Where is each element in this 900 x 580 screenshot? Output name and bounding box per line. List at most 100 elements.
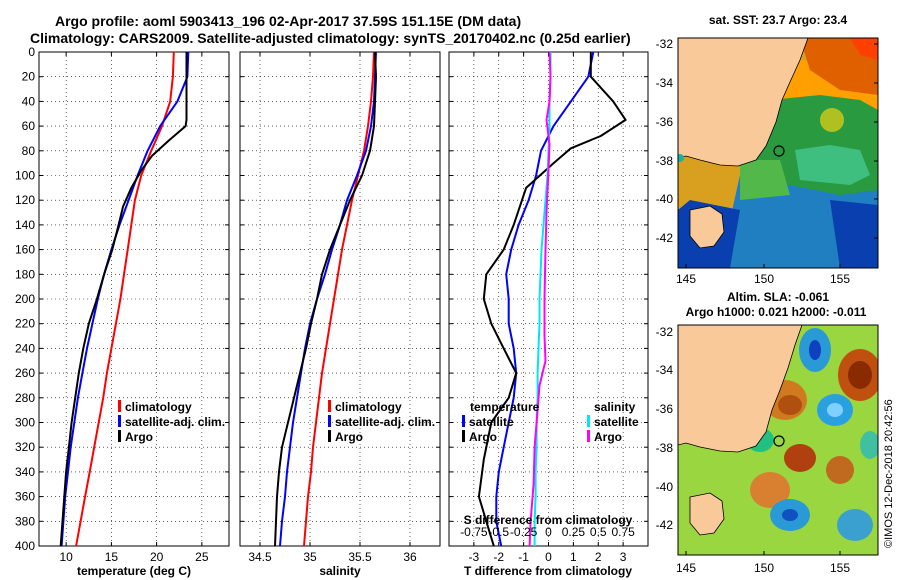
s-tick-label: 0 (545, 525, 552, 539)
depth-tick-label: 100 (15, 169, 35, 183)
depth-tick-label: 160 (15, 243, 35, 257)
series-line-argo (274, 52, 377, 546)
sla-lat-label: -42 (656, 518, 674, 532)
argo-location-marker (773, 435, 785, 447)
x-tick-label: 36 (403, 550, 417, 564)
x-tick-labels: 10 15 20 25 34.5 35 35.5 36 -3 -2 -1 0 1 2 3 -0.75 -0.5-… (59, 525, 635, 564)
difference-legend-salinity: salinity satellite Argo (587, 400, 639, 444)
x-tick-label: 20 (150, 550, 164, 564)
sla-lon-label: 145 (676, 561, 696, 575)
salinity-axis-label: salinity (319, 564, 361, 578)
salinity-legend: climatology satellite-adj. clim. Argo (328, 400, 435, 444)
legend-swatch-argo (328, 430, 331, 442)
depth-tick-label: 80 (22, 144, 36, 158)
tasmania-land (689, 492, 725, 536)
x-tick-label: -1 (518, 550, 529, 564)
x-tick-label: 25 (195, 550, 209, 564)
x-tick-label: 2 (595, 550, 602, 564)
legend-swatch-t-argo (462, 430, 465, 442)
sst-lat-label: -38 (656, 154, 674, 168)
x-tick-label: 35 (303, 550, 317, 564)
depth-tick-label: 320 (15, 440, 35, 454)
sst-lon-label: 145 (676, 272, 696, 286)
sst-lat-label: -42 (656, 231, 674, 245)
s-tick-label: 0.25 (562, 525, 586, 539)
depth-tick-label: 360 (15, 490, 35, 504)
legend-swatch-climatology (328, 400, 331, 412)
sst-lat-label: -32 (656, 37, 674, 51)
t-difference-axis-label: T difference from climatology (464, 564, 632, 578)
x-tick-label: 35.5 (348, 550, 372, 564)
legend-swatch-satellite (328, 415, 331, 427)
depth-tick-label: 280 (15, 391, 35, 405)
sla-map (678, 325, 878, 555)
sla-map-ticks (685, 551, 841, 555)
sla-lat-label: -38 (656, 441, 674, 455)
s-tick-label: -0.75 (460, 525, 488, 539)
depth-tick-label: 400 (15, 539, 35, 553)
tasmania-land (689, 205, 725, 249)
axis-ticks (39, 51, 648, 547)
difference-legend-temperature: temperature satellite Argo (462, 400, 540, 444)
legend-label-satellite: satellite-adj. clim. (335, 415, 435, 429)
legend-label-s-satellite: satellite (594, 415, 639, 429)
depth-tick-label: 0 (28, 45, 35, 59)
sla-lat-label: -32 (656, 325, 674, 339)
sla-map-subtitle: Argo h1000: 0.021 h2000: -0.011 (686, 305, 867, 319)
sla-lon-label: 155 (830, 561, 850, 575)
sst-lat-label: -36 (656, 115, 674, 129)
depth-tick-label: 300 (15, 416, 35, 430)
s-tick-label: 0.5 (590, 525, 607, 539)
x-tick-label: -3 (469, 550, 480, 564)
depth-tick-label: 60 (22, 119, 36, 133)
series-line-argo (59, 52, 188, 546)
legend-title-salinity: salinity (594, 400, 636, 414)
sst-map (678, 38, 878, 268)
temperature-legend: climatology satellite-adj. clim. Argo (118, 400, 225, 444)
legend-title-temperature: temperature (470, 400, 540, 414)
sst-map-frame (677, 37, 879, 269)
x-tick-label: 15 (105, 550, 119, 564)
depth-tick-label: 240 (15, 341, 35, 355)
legend-label-climatology: climatology (125, 400, 192, 414)
legend-label-argo: Argo (335, 430, 363, 444)
sla-lat-label: -40 (656, 480, 674, 494)
s-tick-label: -0.25 (510, 525, 538, 539)
sla-lat-label: -36 (656, 402, 674, 416)
legend-label-argo: Argo (125, 430, 153, 444)
sst-lon-label: 155 (830, 272, 850, 286)
sst-map-ticks (685, 43, 878, 268)
figure-title-line1: Argo profile: aoml 5903413_196 02-Apr-20… (55, 13, 521, 29)
copyright-label: ©IMOS 12-Dec-2018 20:42:56 (883, 399, 895, 548)
legend-label-t-satellite: satellite (469, 415, 514, 429)
sst-map-title: sat. SST: 23.7 Argo: 23.4 (709, 13, 848, 27)
depth-tick-label: 20 (22, 70, 36, 84)
profile-series (59, 52, 627, 546)
sla-lon-label: 150 (754, 561, 774, 575)
legend-swatch-satellite (118, 415, 121, 427)
sst-lat-label: -34 (656, 76, 674, 90)
sst-lat-label: -40 (656, 192, 674, 206)
x-tick-label: 3 (620, 550, 627, 564)
depth-tick-labels: 0 20 40 60 80 100 120 140 160 180 200 220 240 260 280 3… (15, 45, 35, 553)
x-tick-label: 0 (545, 550, 552, 564)
s-tick-label: 0.75 (611, 525, 635, 539)
s-difference-axis-label: S difference from climatology (464, 513, 633, 527)
legend-swatch-climatology (118, 400, 121, 412)
x-tick-label: -2 (493, 550, 504, 564)
depth-tick-label: 200 (15, 292, 35, 306)
argo-location-marker (773, 145, 785, 157)
legend-swatch-argo (118, 430, 121, 442)
figure-title-line2: Climatology: CARS2009. Satellite-adjuste… (30, 30, 631, 46)
grid-lines (39, 52, 648, 546)
temperature-axis-label: temperature (deg C) (77, 564, 191, 578)
depth-tick-label: 380 (15, 514, 35, 528)
s-tick-label: -0.5 (488, 525, 509, 539)
australia-land (678, 38, 809, 167)
legend-label-t-argo: Argo (469, 430, 497, 444)
sla-map-title: Altim. SLA: -0.061 (727, 290, 829, 304)
series-line-climatology (303, 52, 375, 546)
series-line-climatology (75, 52, 175, 546)
depth-tick-label: 140 (15, 218, 35, 232)
